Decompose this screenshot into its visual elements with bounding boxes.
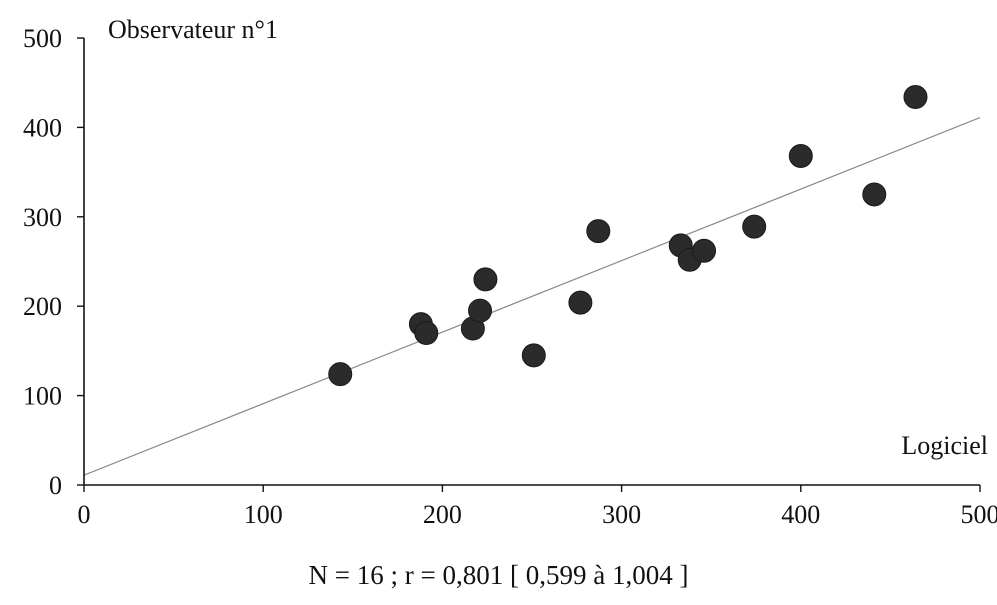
y-axis-label: Observateur n°1 [108, 15, 278, 44]
regression-line [83, 117, 981, 476]
data-point [862, 182, 887, 207]
data-point [521, 343, 546, 368]
data-point [903, 85, 928, 110]
regression-line-group [83, 117, 981, 476]
x-axis-label: Logiciel [901, 431, 988, 460]
x-tick-label: 500 [961, 500, 997, 529]
data-point [742, 214, 767, 239]
x-tick-label: 100 [244, 500, 283, 529]
x-tick-label: 200 [423, 500, 462, 529]
x-tick-label: 0 [78, 500, 91, 529]
y-tick-label: 300 [23, 203, 62, 232]
y-axis-ticks: 0 100 200 300 400 500 [23, 24, 84, 500]
data-point [568, 290, 593, 315]
data-point [788, 144, 813, 169]
x-tick-label: 300 [602, 500, 641, 529]
y-tick-label: 100 [23, 382, 62, 411]
x-tick-label: 400 [781, 500, 820, 529]
data-point [692, 238, 717, 263]
data-point [468, 298, 493, 323]
y-tick-label: 400 [23, 113, 62, 142]
data-point [328, 362, 353, 387]
data-point [473, 267, 498, 292]
x-axis-ticks: 0 100 200 300 400 500 [78, 485, 997, 529]
y-tick-label: 500 [23, 24, 62, 53]
data-point [586, 219, 611, 244]
y-tick-label: 200 [23, 292, 62, 321]
y-tick-label: 0 [49, 471, 62, 500]
data-points [328, 85, 928, 387]
axes [83, 38, 980, 486]
data-point [414, 321, 439, 346]
chart-caption: N = 16 ; r = 0,801 [ 0,599 à 1,004 ] [308, 560, 689, 590]
